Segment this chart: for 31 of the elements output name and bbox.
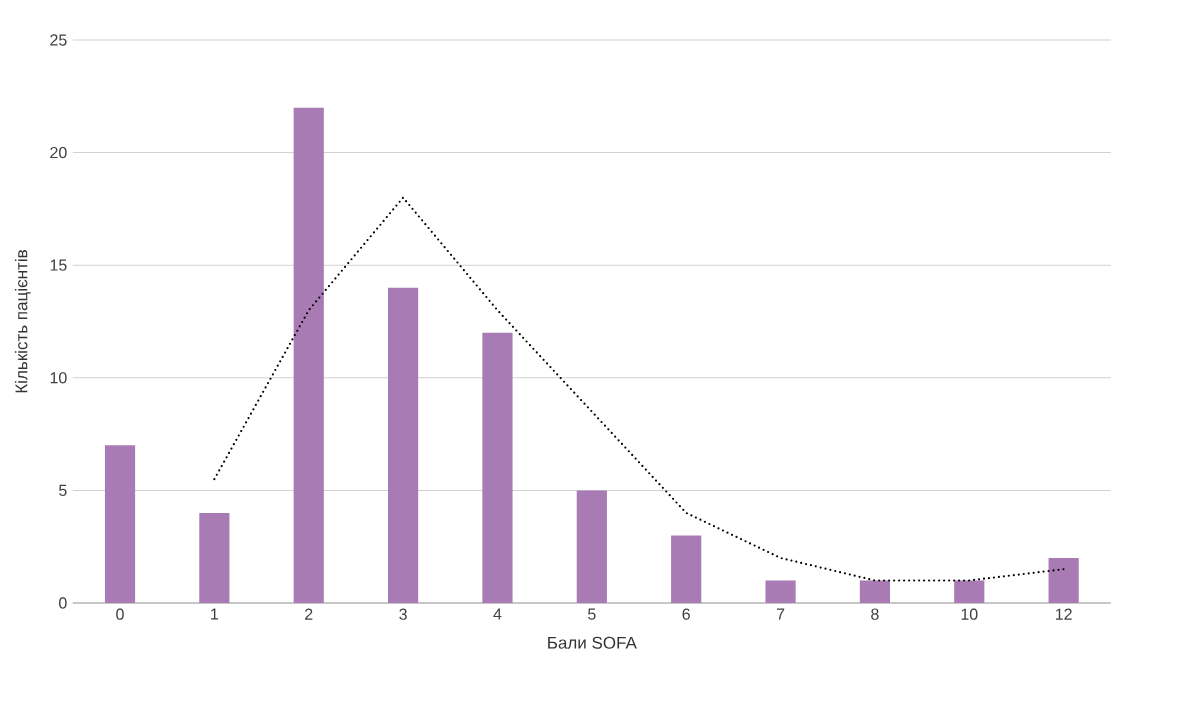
- y-axis-title: Кількість пацієнтів: [14, 250, 31, 393]
- x-axis-title: Бали SOFA: [548, 636, 637, 649]
- y-tick-label: 10: [50, 372, 67, 384]
- bar: [388, 287, 419, 603]
- y-tick-label: 0: [59, 597, 67, 609]
- bar: [671, 535, 702, 603]
- line-series: [213, 196, 1065, 582]
- y-tick-label: 20: [50, 146, 67, 159]
- y-tick-label: 15: [50, 259, 67, 271]
- x-tick-label: 0: [116, 608, 124, 620]
- bar: [954, 580, 985, 603]
- bar: [293, 107, 324, 603]
- x-tick-label: 5: [588, 608, 596, 620]
- x-tick-label: 3: [399, 608, 407, 620]
- bar: [1048, 557, 1079, 603]
- x-tick-label: 6: [682, 608, 690, 620]
- x-tick-label: 4: [493, 608, 502, 620]
- bar: [104, 445, 136, 603]
- bar: [765, 580, 796, 603]
- bar: [859, 580, 891, 603]
- x-tick-label: 7: [776, 608, 785, 620]
- y-tick-label: 5: [59, 484, 67, 496]
- bar: [576, 490, 607, 603]
- x-tick-label: 1: [211, 608, 219, 620]
- x-tick-label: 12: [1055, 608, 1072, 620]
- bar: [482, 332, 513, 603]
- x-tick-label: 2: [305, 608, 313, 620]
- x-tick-label: 8: [871, 608, 879, 620]
- x-tick-label: 10: [961, 608, 978, 620]
- bar: [199, 512, 230, 603]
- y-tick-label: 25: [50, 34, 67, 46]
